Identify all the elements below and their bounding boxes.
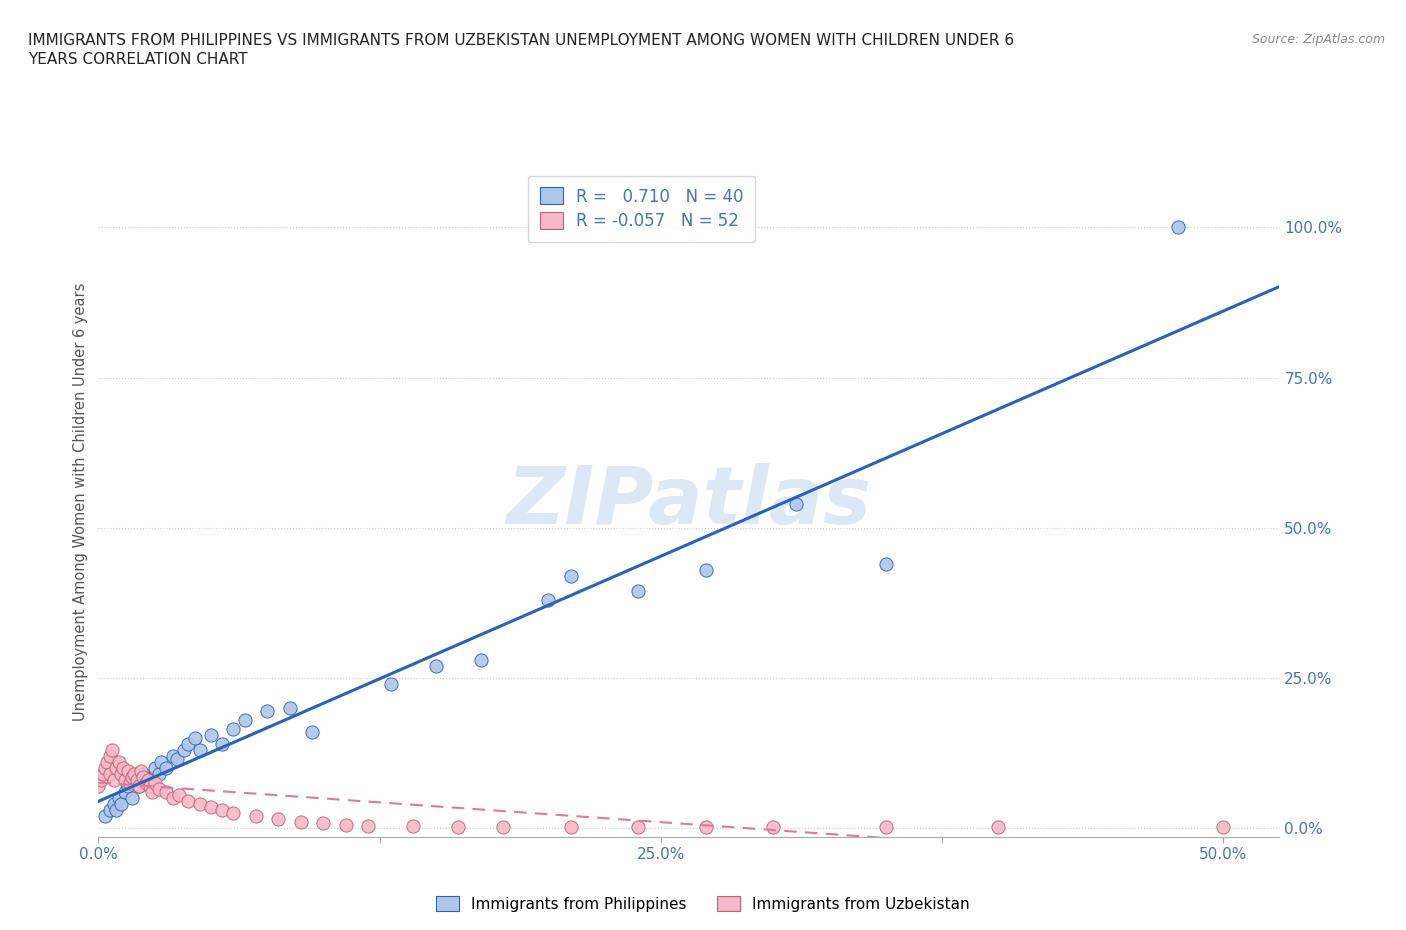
Point <box>380 676 402 691</box>
Point <box>94 761 117 776</box>
Point <box>143 776 166 790</box>
Point <box>256 703 278 718</box>
Point <box>121 769 143 784</box>
Point <box>148 781 170 796</box>
Point <box>312 816 335 830</box>
Point <box>128 778 150 793</box>
Point <box>143 761 166 776</box>
Point <box>155 761 177 776</box>
Point <box>129 764 152 778</box>
Point <box>105 761 128 776</box>
Point <box>121 790 143 805</box>
Point <box>132 769 155 784</box>
Point <box>91 766 114 781</box>
Point <box>222 805 245 820</box>
Point <box>537 592 560 607</box>
Point <box>101 742 124 757</box>
Point <box>1212 820 1234 835</box>
Point <box>357 818 380 833</box>
Point <box>290 815 312 830</box>
Point <box>90 773 112 788</box>
Point <box>470 653 492 668</box>
Point <box>87 778 110 793</box>
Point <box>166 751 188 766</box>
Point <box>560 568 582 583</box>
Point <box>177 793 200 808</box>
Point <box>233 712 256 727</box>
Point <box>184 730 207 745</box>
Point <box>117 764 139 778</box>
Point <box>762 819 785 834</box>
Text: Source: ZipAtlas.com: Source: ZipAtlas.com <box>1251 33 1385 46</box>
Point <box>211 803 233 817</box>
Point <box>695 563 717 578</box>
Point <box>98 803 121 817</box>
Point <box>162 749 184 764</box>
Point <box>785 497 807 512</box>
Point <box>627 819 650 834</box>
Point <box>98 749 121 764</box>
Point <box>875 819 897 834</box>
Point <box>105 803 128 817</box>
Point <box>117 778 139 793</box>
Point <box>136 773 159 788</box>
Point <box>148 766 170 781</box>
Point <box>492 819 515 834</box>
Y-axis label: Unemployment Among Women with Children Under 6 years: Unemployment Among Women with Children U… <box>73 283 89 722</box>
Point <box>118 776 141 790</box>
Point <box>278 700 301 715</box>
Legend: R =   0.710   N = 40, R = -0.057   N = 52: R = 0.710 N = 40, R = -0.057 N = 52 <box>527 176 755 242</box>
Point <box>335 817 357 832</box>
Point <box>98 766 121 781</box>
Point <box>425 658 447 673</box>
Point <box>1167 220 1189 235</box>
Point <box>103 796 125 811</box>
Point <box>135 776 157 790</box>
Point <box>695 819 717 834</box>
Point <box>114 773 136 788</box>
Text: ZIPatlas: ZIPatlas <box>506 463 872 541</box>
Point <box>173 742 195 757</box>
Point <box>114 785 136 800</box>
Point <box>150 754 173 769</box>
Point <box>107 790 129 805</box>
Point <box>124 766 146 781</box>
Text: IMMIGRANTS FROM PHILIPPINES VS IMMIGRANTS FROM UZBEKISTAN UNEMPLOYMENT AMONG WOM: IMMIGRANTS FROM PHILIPPINES VS IMMIGRANT… <box>28 33 1014 67</box>
Point <box>107 754 129 769</box>
Point <box>141 785 163 800</box>
Point <box>200 800 222 815</box>
Point <box>132 766 155 781</box>
Point <box>188 742 211 757</box>
Point <box>267 812 290 827</box>
Point <box>875 556 897 571</box>
Point <box>128 778 150 793</box>
Legend: Immigrants from Philippines, Immigrants from Uzbekistan: Immigrants from Philippines, Immigrants … <box>430 889 976 918</box>
Point <box>169 788 191 803</box>
Point <box>301 724 323 739</box>
Point <box>200 727 222 742</box>
Point <box>987 820 1010 835</box>
Point <box>103 773 125 788</box>
Point <box>560 819 582 834</box>
Point <box>627 583 650 598</box>
Point <box>402 818 425 833</box>
Point <box>125 773 148 788</box>
Point <box>136 773 159 788</box>
Point <box>155 785 177 800</box>
Point <box>222 722 245 737</box>
Point <box>447 819 470 834</box>
Point <box>188 796 211 811</box>
Point <box>112 761 135 776</box>
Point <box>94 808 117 823</box>
Point <box>110 796 132 811</box>
Point <box>162 790 184 805</box>
Point <box>211 737 233 751</box>
Point <box>139 778 162 793</box>
Point <box>245 808 267 823</box>
Point <box>177 737 200 751</box>
Point <box>96 754 118 769</box>
Point <box>124 773 146 788</box>
Point <box>110 766 132 781</box>
